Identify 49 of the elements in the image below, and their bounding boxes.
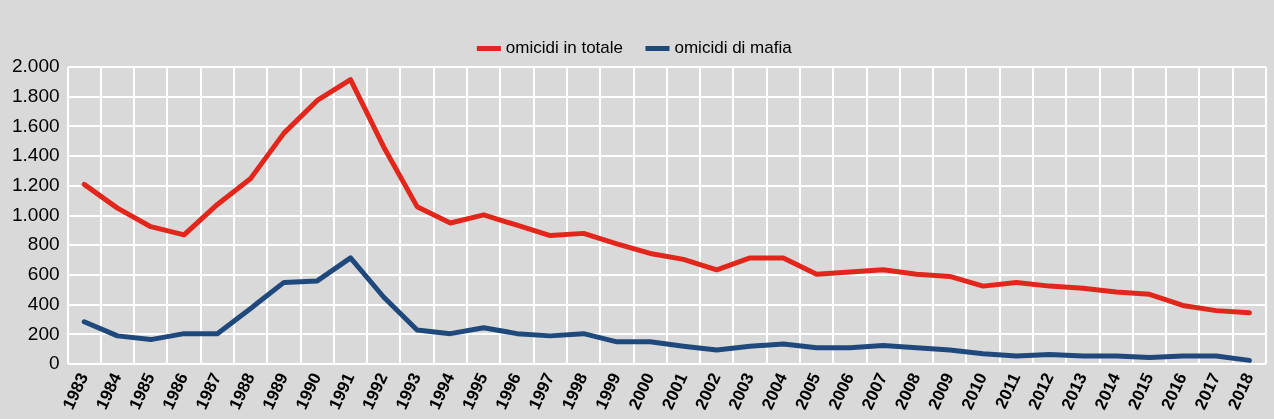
x-tick-label: 2016 [1157,370,1191,413]
y-tick-label: 1.000 [12,203,60,225]
y-tick-label: 400 [27,292,60,314]
x-tick-label: 1999 [591,370,625,413]
x-tick-label: 1984 [92,369,126,413]
x-tick-label: 2017 [1190,370,1225,413]
y-tick-label: 1.800 [12,84,60,106]
x-tick-label: 2011 [991,370,1025,412]
x-tick-label: 2001 [658,370,692,413]
y-tick-label: 1.400 [12,144,60,166]
x-tick-label: 1988 [225,370,259,413]
x-tick-label: 2013 [1057,370,1091,413]
x-tick-label: 2006 [824,370,858,413]
x-tick-label: 1983 [58,370,93,413]
x-tick-label: 1998 [558,370,592,413]
x-tick-label: 2010 [957,370,991,413]
y-tick-label: 0 [48,352,60,374]
x-tick-label: 1989 [258,370,292,413]
x-tick-label: 1996 [491,370,525,413]
x-tick-label: 2018 [1224,370,1258,413]
y-tick-label: 1.600 [12,114,60,136]
x-tick-label: 1997 [524,370,559,413]
x-tick-label: 2003 [724,370,758,413]
y-tick-label: 1.200 [12,174,60,196]
y-tick-label: 600 [27,263,60,285]
x-tick-label: 2004 [758,369,792,413]
legend-label: omicidi di mafia [674,38,793,58]
x-tick-label: 2014 [1090,369,1125,413]
x-tick-label: 1990 [291,370,326,413]
y-tick-label: 200 [27,322,60,344]
x-tick-label: 1992 [358,370,392,413]
x-tick-label: 1985 [125,370,159,413]
legend-label: omicidi in totale [505,38,624,58]
x-tick-label: 1995 [458,370,492,413]
x-tick-label: 1994 [425,369,459,413]
y-tick-label: 800 [27,233,60,255]
x-tick-label: 2008 [891,370,925,413]
x-tick-label: 2015 [1124,370,1158,413]
x-tick-label: 1991 [325,370,359,413]
x-tick-label: 2007 [857,370,892,413]
x-tick-label: 1987 [192,370,226,413]
y-tick-label: 2.000 [12,55,60,77]
x-tick-label: 2002 [691,370,725,413]
x-tick-label: 2012 [1024,370,1058,413]
x-tick-label: 1993 [391,370,425,413]
x-tick-label: 2009 [924,370,958,413]
x-tick-label: 1986 [158,370,192,413]
x-tick-label: 2000 [624,370,659,413]
x-tick-label: 2005 [791,370,825,413]
